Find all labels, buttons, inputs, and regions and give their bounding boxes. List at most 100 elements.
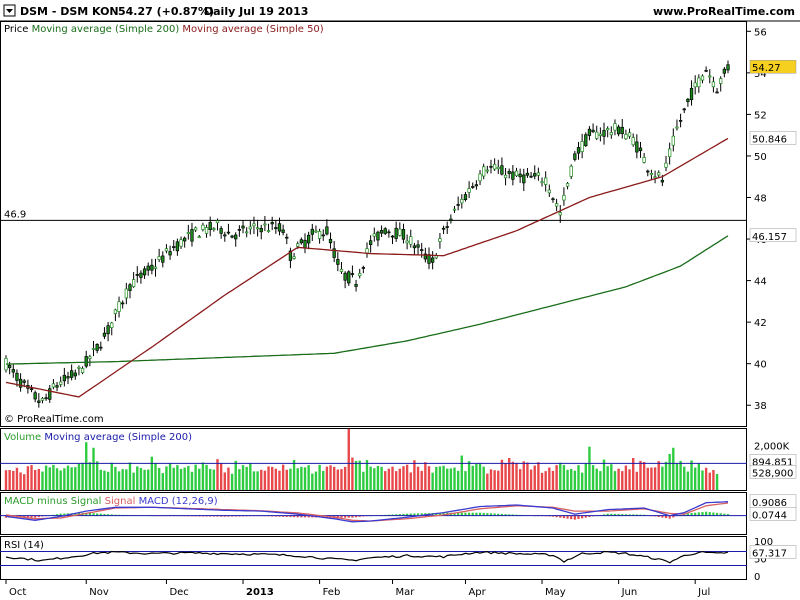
volume-bar <box>59 470 62 490</box>
volume-bar <box>358 460 361 490</box>
macd-hist-bar <box>37 515 40 518</box>
volume-bar <box>442 465 445 490</box>
price-candle <box>682 107 686 114</box>
volume-bars <box>4 428 719 490</box>
volume-bar <box>675 463 679 490</box>
price-candle <box>29 384 34 393</box>
price-candle <box>281 224 285 236</box>
volume-panel[interactable]: Volume Moving average (Simple 200) <box>0 428 747 490</box>
volume-bar <box>30 465 33 490</box>
volume-bar <box>518 469 522 490</box>
price-candle <box>161 251 165 268</box>
volume-bar <box>209 468 212 490</box>
rsi-last-value: 67.317 <box>749 545 797 559</box>
volume-bar <box>88 462 92 490</box>
volume-bar <box>329 465 332 490</box>
macd-panel[interactable]: MACD minus Signal Signal MACD (12,26,9) <box>0 496 747 523</box>
price-candle <box>339 261 344 274</box>
volume-bar <box>657 461 660 490</box>
macd-hist-bar <box>628 514 631 516</box>
volume-bar <box>12 470 15 490</box>
price-candle <box>299 237 304 245</box>
price-candle <box>110 321 114 336</box>
volume-bar <box>106 471 110 490</box>
macd-hist-bar <box>635 514 638 516</box>
volume-bar <box>566 469 569 490</box>
macd-hist-bar <box>705 511 708 516</box>
macd-hist-bar <box>577 515 580 519</box>
price-candle <box>193 226 198 233</box>
macd-hist-bar <box>416 513 420 516</box>
rsi-tick-0: 0 <box>754 572 760 583</box>
volume-bar <box>617 468 620 490</box>
volume-bar <box>172 467 175 490</box>
volume-bar <box>270 466 274 490</box>
price-panel[interactable]: Price Moving average (Simple 200) Moving… <box>0 24 747 425</box>
macd-hist-bar <box>347 515 350 518</box>
volume-bar <box>15 467 19 490</box>
volume-bar <box>373 468 376 490</box>
macd-hist-bar <box>562 515 566 519</box>
price-candle <box>638 141 643 158</box>
svg-text:67.317: 67.317 <box>752 548 787 559</box>
price-last-labels: 54.27 50.846 46.157 <box>749 59 797 243</box>
volume-bar <box>179 468 183 490</box>
price-candle <box>11 363 15 378</box>
price-candle <box>321 229 325 241</box>
price-candle <box>40 396 45 404</box>
price-candle <box>587 126 592 141</box>
macd-hist-bar <box>409 513 412 516</box>
volume-bar <box>446 468 449 490</box>
macd-hist-bar <box>686 513 689 516</box>
volume-bar <box>540 472 544 490</box>
volume-bar <box>92 447 95 490</box>
macd-hist-bar <box>12 515 15 518</box>
symbol-title: DSM - DSM KON <box>20 5 119 18</box>
price-candle <box>18 373 23 392</box>
volume-bar <box>201 462 205 490</box>
price-tick-44: 44 <box>754 277 767 288</box>
volume-bar <box>230 473 234 490</box>
volume-bar <box>380 466 383 490</box>
volume-bar <box>416 466 420 490</box>
macd-hist-bar <box>413 513 416 516</box>
volume-bar <box>690 460 693 490</box>
macd-hist-bar <box>668 515 671 519</box>
macd-hist-bar <box>712 512 715 516</box>
macd-hist-bar <box>719 513 722 516</box>
volume-tick-label: 2,000K <box>754 442 790 453</box>
volume-bar <box>322 470 325 490</box>
macd-hist-bar <box>435 512 438 516</box>
macd-hist-bar <box>282 515 285 517</box>
price-candle <box>164 244 169 254</box>
svg-text:54.27: 54.27 <box>752 63 781 74</box>
volume-bar <box>533 465 536 490</box>
price-candle <box>263 215 267 232</box>
price-candle <box>215 218 220 231</box>
chevron-down-icon <box>6 9 13 13</box>
price-candle <box>401 223 406 244</box>
volume-bar <box>26 466 30 490</box>
macd-hist-bar <box>624 514 627 516</box>
price-candle <box>354 279 358 292</box>
macd-hist-bar <box>617 513 620 516</box>
price-candle <box>245 227 249 238</box>
price-candle <box>274 220 278 234</box>
rsi-line <box>5 550 729 564</box>
volume-bar <box>610 464 613 490</box>
price-candle <box>336 252 340 272</box>
price-candle <box>168 245 172 260</box>
volume-bar <box>77 463 81 490</box>
volume-bar <box>508 458 511 490</box>
price-candle <box>700 74 705 84</box>
macd-hist-bar <box>468 512 471 516</box>
price-candle <box>485 165 489 174</box>
svg-text:0.9086: 0.9086 <box>752 498 787 509</box>
time-tick-Apr: Apr <box>468 587 486 598</box>
time-tick-Oct: Oct <box>9 587 26 598</box>
macd-hist-bar <box>493 513 496 516</box>
rsi-panel[interactable]: RSI (14) <box>0 540 747 566</box>
price-candle <box>620 119 624 139</box>
